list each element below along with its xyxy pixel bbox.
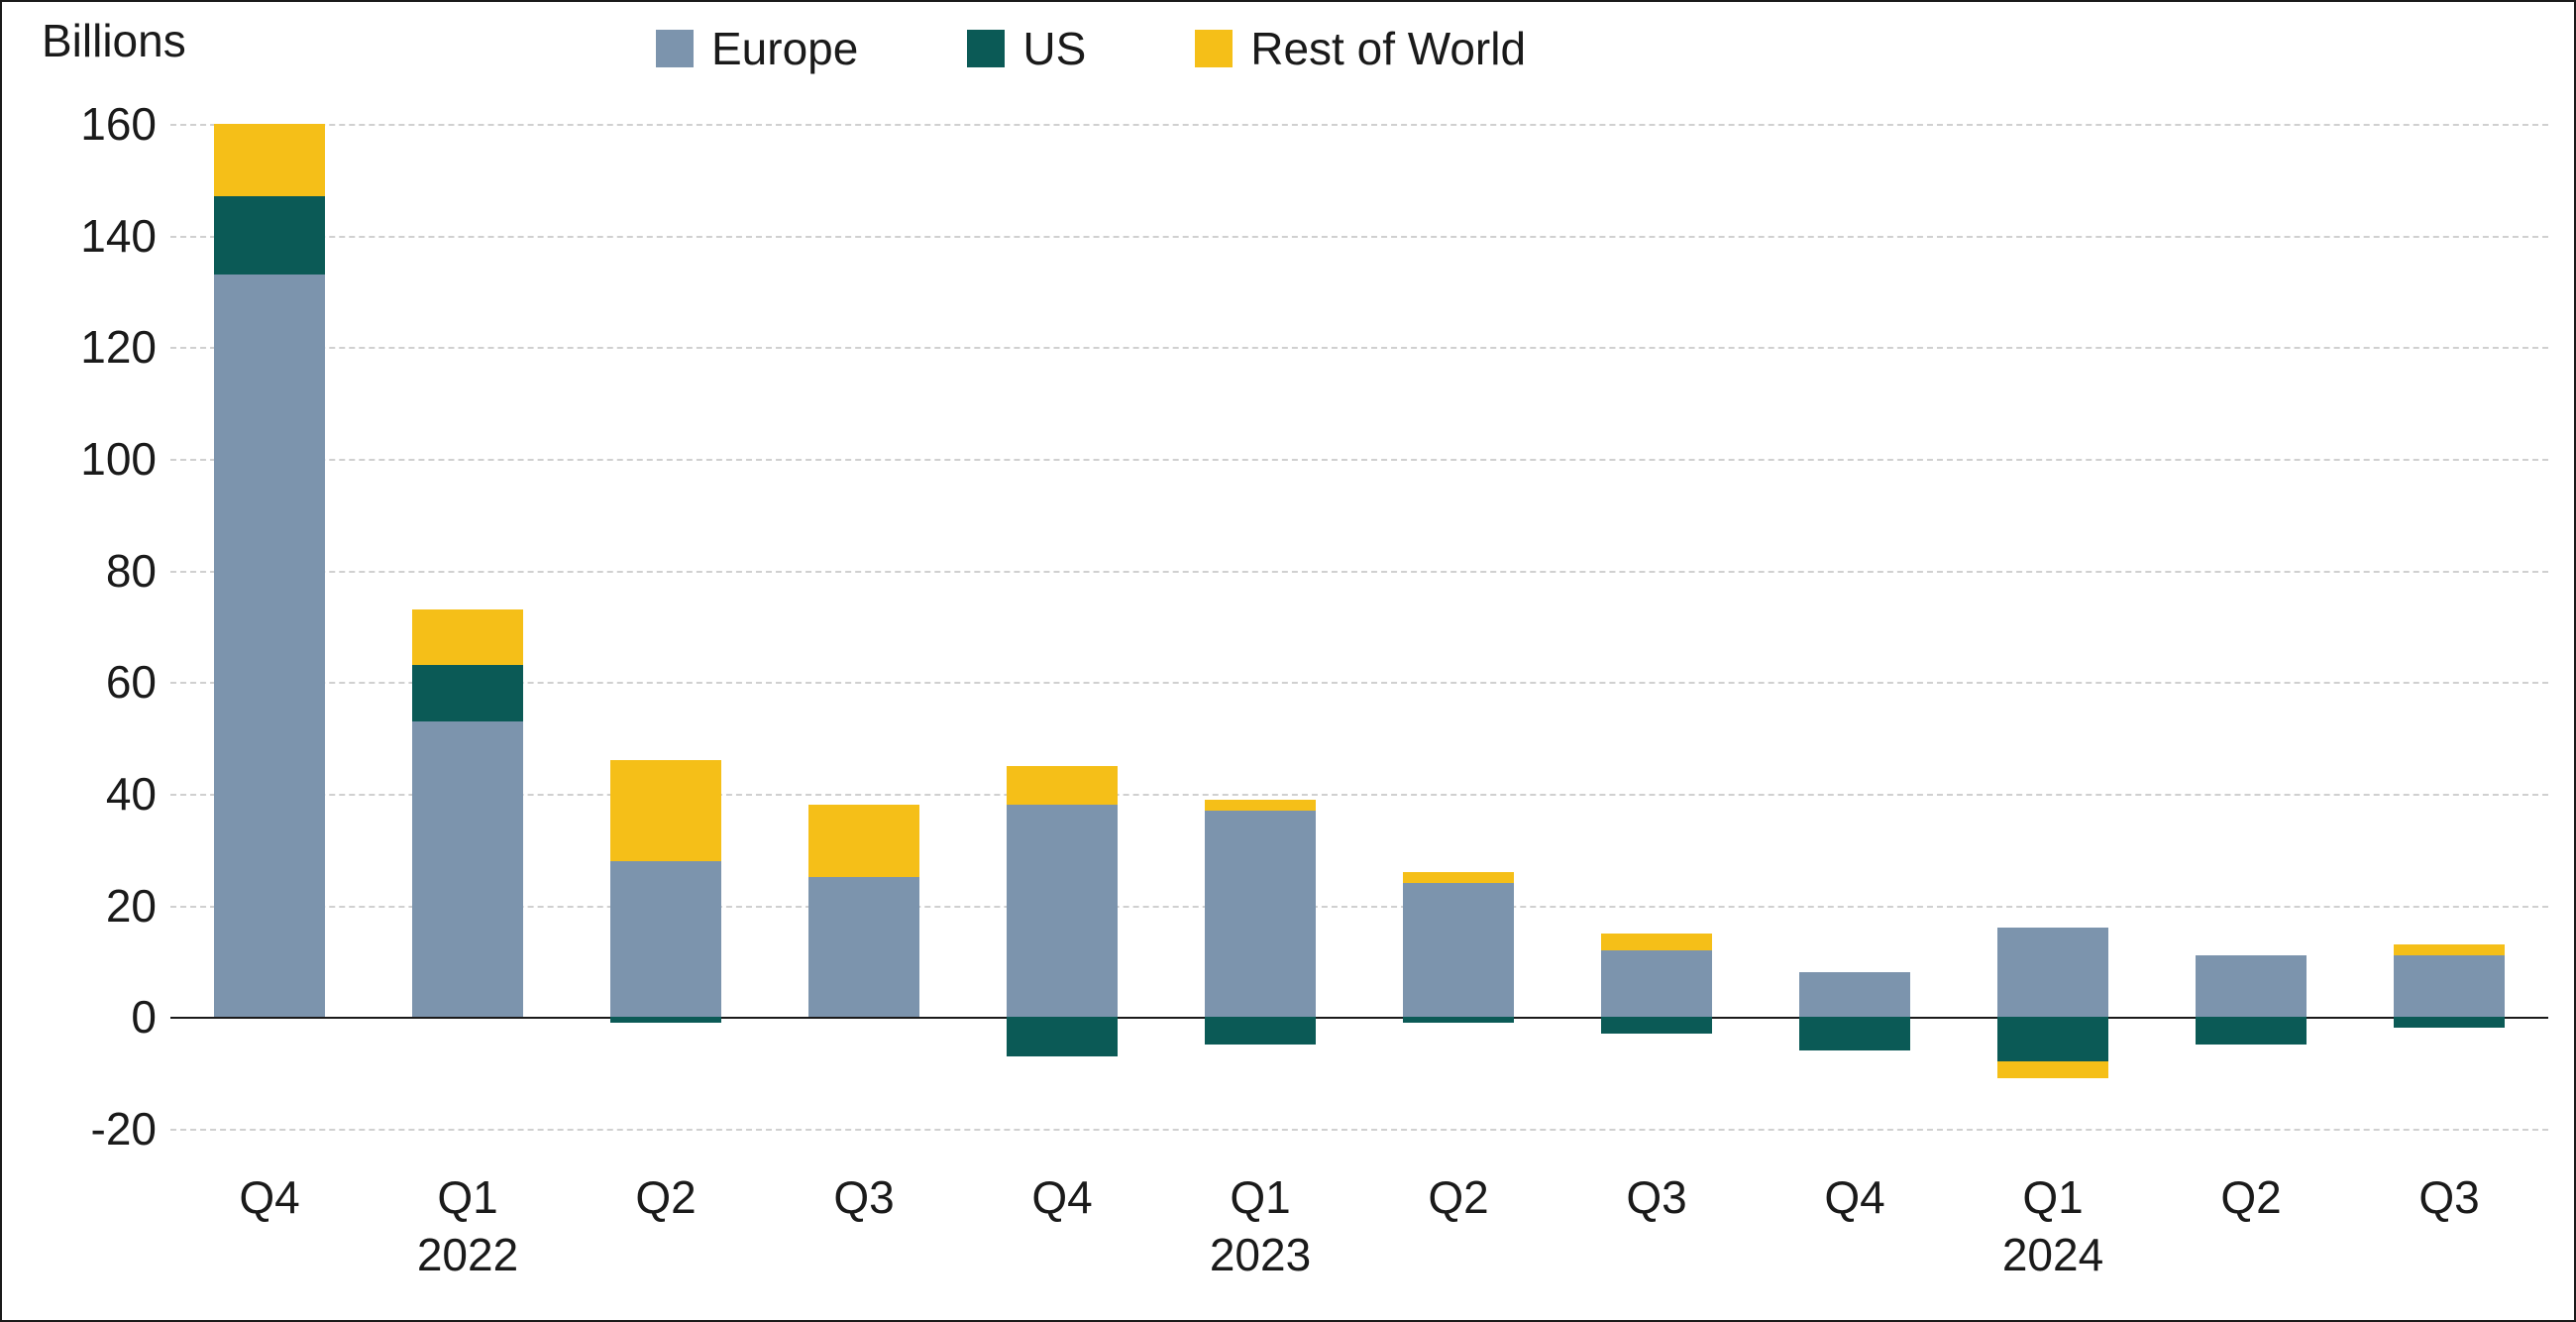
bar-group: [1403, 96, 1514, 1157]
bar-group: [2196, 96, 2307, 1157]
bar-segment-europe: [610, 861, 721, 1018]
x-tick-label: Q1: [1230, 1170, 1290, 1224]
y-tick-label: -20: [91, 1102, 157, 1156]
y-tick-label: 100: [80, 432, 157, 486]
legend-label: Rest of World: [1250, 22, 1526, 75]
x-tick-label: Q4: [239, 1170, 299, 1224]
grid-line: [170, 1129, 2548, 1131]
bar-segment-us: [610, 1017, 721, 1023]
y-axis-title: Billions: [42, 14, 186, 67]
grid-line: [170, 459, 2548, 461]
bar-segment-row: [214, 124, 325, 196]
legend-swatch: [1195, 30, 1233, 67]
bar-segment-row: [412, 609, 523, 665]
bar-segment-europe: [214, 275, 325, 1017]
grid-line: [170, 682, 2548, 684]
bar-segment-row: [1997, 1061, 2108, 1078]
bar-segment-us: [1799, 1017, 1910, 1050]
legend-item: Rest of World: [1195, 22, 1526, 75]
bar-segment-europe: [1007, 805, 1118, 1017]
bar-segment-row: [808, 805, 919, 877]
bar-segment-row: [1601, 934, 1712, 950]
bar-segment-us: [214, 196, 325, 275]
legend-label: Europe: [711, 22, 858, 75]
grid-line: [170, 571, 2548, 573]
bar-segment-us: [2394, 1017, 2505, 1028]
x-tick-label: Q3: [2418, 1170, 2479, 1224]
bar-group: [1601, 96, 1712, 1157]
x-year-label: 2022: [417, 1228, 518, 1281]
bar-segment-us: [1997, 1017, 2108, 1061]
y-tick-label: 40: [106, 767, 157, 821]
legend-swatch: [967, 30, 1005, 67]
y-tick-label: 120: [80, 320, 157, 374]
bar-segment-us: [2196, 1017, 2307, 1045]
bar-segment-europe: [1601, 950, 1712, 1018]
bar-group: [2394, 96, 2505, 1157]
grid-line: [170, 236, 2548, 238]
bar-segment-europe: [412, 721, 523, 1017]
y-tick-label: 60: [106, 655, 157, 709]
bar-segment-us: [1403, 1017, 1514, 1023]
grid-line: [170, 124, 2548, 126]
bar-group: [1799, 96, 1910, 1157]
legend-item: Europe: [656, 22, 858, 75]
bar-segment-us: [1205, 1017, 1316, 1045]
bar-segment-europe: [2196, 955, 2307, 1017]
x-tick-label: Q1: [437, 1170, 497, 1224]
bar-segment-europe: [2394, 955, 2505, 1017]
bar-segment-us: [412, 665, 523, 720]
bar-segment-row: [1007, 766, 1118, 805]
bar-group: [1205, 96, 1316, 1157]
bar-group: [808, 96, 919, 1157]
y-tick-label: 20: [106, 879, 157, 933]
grid-line: [170, 906, 2548, 908]
bar-segment-europe: [1799, 972, 1910, 1017]
bar-segment-europe: [1997, 928, 2108, 1017]
bar-segment-europe: [1403, 883, 1514, 1017]
legend-label: US: [1022, 22, 1086, 75]
x-tick-label: Q4: [1031, 1170, 1092, 1224]
x-tick-label: Q1: [2022, 1170, 2083, 1224]
bar-group: [1997, 96, 2108, 1157]
zero-line: [170, 1017, 2548, 1019]
x-tick-label: Q2: [1428, 1170, 1488, 1224]
x-tick-label: Q3: [833, 1170, 894, 1224]
bar-group: [412, 96, 523, 1157]
y-tick-label: 80: [106, 544, 157, 598]
x-tick-label: Q4: [1824, 1170, 1884, 1224]
bar-segment-us: [1007, 1017, 1118, 1055]
x-tick-label: Q2: [635, 1170, 696, 1224]
bar-segment-row: [2394, 944, 2505, 955]
legend: Europe US Rest of World: [656, 22, 1526, 75]
y-tick-label: 140: [80, 209, 157, 263]
bar-segment-row: [1403, 872, 1514, 883]
bar-segment-europe: [808, 877, 919, 1017]
bar-segment-us: [1601, 1017, 1712, 1034]
x-year-label: 2024: [2002, 1228, 2103, 1281]
x-year-label: 2023: [1210, 1228, 1311, 1281]
bar-segment-row: [610, 760, 721, 860]
grid-line: [170, 347, 2548, 349]
legend-swatch: [656, 30, 694, 67]
y-tick-label: 160: [80, 97, 157, 151]
x-tick-label: Q3: [1626, 1170, 1686, 1224]
bar-segment-row: [1205, 800, 1316, 811]
bar-group: [1007, 96, 1118, 1157]
legend-item: US: [967, 22, 1086, 75]
chart-frame: Billions EuropeUSRest of World -20020406…: [0, 0, 2576, 1322]
bar-segment-europe: [1205, 811, 1316, 1017]
plot-area: -20020406080100120140160Q4Q1Q2Q3Q4Q1Q2Q3…: [170, 96, 2548, 1157]
x-tick-label: Q2: [2220, 1170, 2281, 1224]
y-tick-label: 0: [131, 990, 157, 1044]
grid-line: [170, 794, 2548, 796]
bar-group: [214, 96, 325, 1157]
bar-group: [610, 96, 721, 1157]
